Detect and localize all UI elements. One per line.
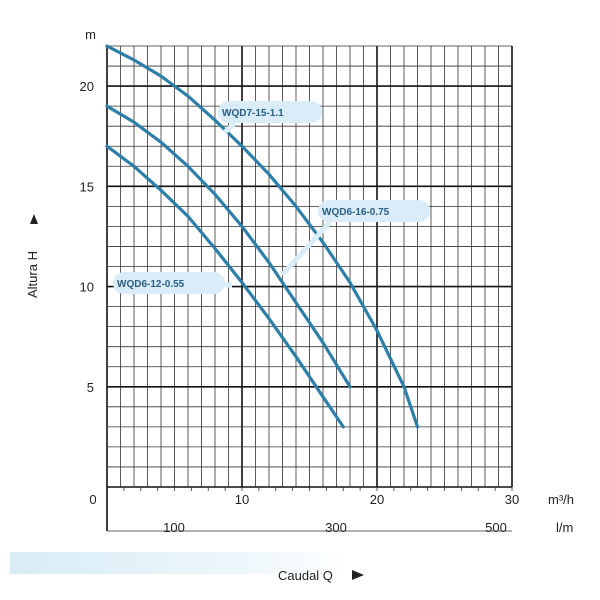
callout-bubble — [218, 101, 322, 123]
callout-label: WQD7-15-1.1 — [222, 108, 284, 119]
curve-wqd7-15-1-1 — [105, 44, 420, 429]
y-tick-label: 5 — [87, 380, 94, 395]
x-tick-label: 10 — [235, 492, 249, 507]
x-tick-label: 20 — [370, 492, 384, 507]
callout-label: WQD6-12-0.55 — [117, 279, 185, 290]
x2-tick-label: 500 — [485, 520, 507, 535]
y-tick-label: 15 — [80, 179, 94, 194]
callout-leader — [280, 220, 332, 277]
callouts: WQD7-15-1.1 WQD6-16-0.75 WQD6-12-0.55 — [113, 101, 430, 294]
axis-labels: 5 10 15 20 0 10 20 30 100 300 500 m m³/h l/m Altura H C… — [25, 27, 574, 583]
x-axis-arrow-icon — [352, 570, 364, 580]
y-axis-arrow-icon — [30, 214, 38, 224]
x-tick-label: 30 — [505, 492, 519, 507]
y-tick-label: 20 — [80, 79, 94, 94]
lpm-scale-band — [106, 487, 513, 532]
x-axis-title: Caudal Q — [278, 568, 333, 583]
x2-tick-label: 100 — [163, 520, 185, 535]
curve-wqd6-12-0-55 — [105, 144, 345, 429]
x2-unit-label: l/m — [556, 520, 573, 535]
curves — [105, 44, 420, 429]
x-unit-label: m³/h — [548, 492, 574, 507]
y-tick-label: 10 — [80, 280, 94, 295]
decorative-band — [10, 552, 350, 574]
callout-bubble — [113, 272, 225, 294]
y-axis-title: Altura H — [25, 251, 40, 298]
x-tick-label: 0 — [89, 492, 96, 507]
y-unit-label: m — [85, 27, 96, 42]
callout-leader — [223, 121, 237, 134]
callout-bubble — [318, 200, 430, 222]
callout-label: WQD6-16-0.75 — [322, 207, 390, 218]
curve-wqd6-16-0-75 — [105, 104, 352, 389]
x2-tick-label: 300 — [325, 520, 347, 535]
